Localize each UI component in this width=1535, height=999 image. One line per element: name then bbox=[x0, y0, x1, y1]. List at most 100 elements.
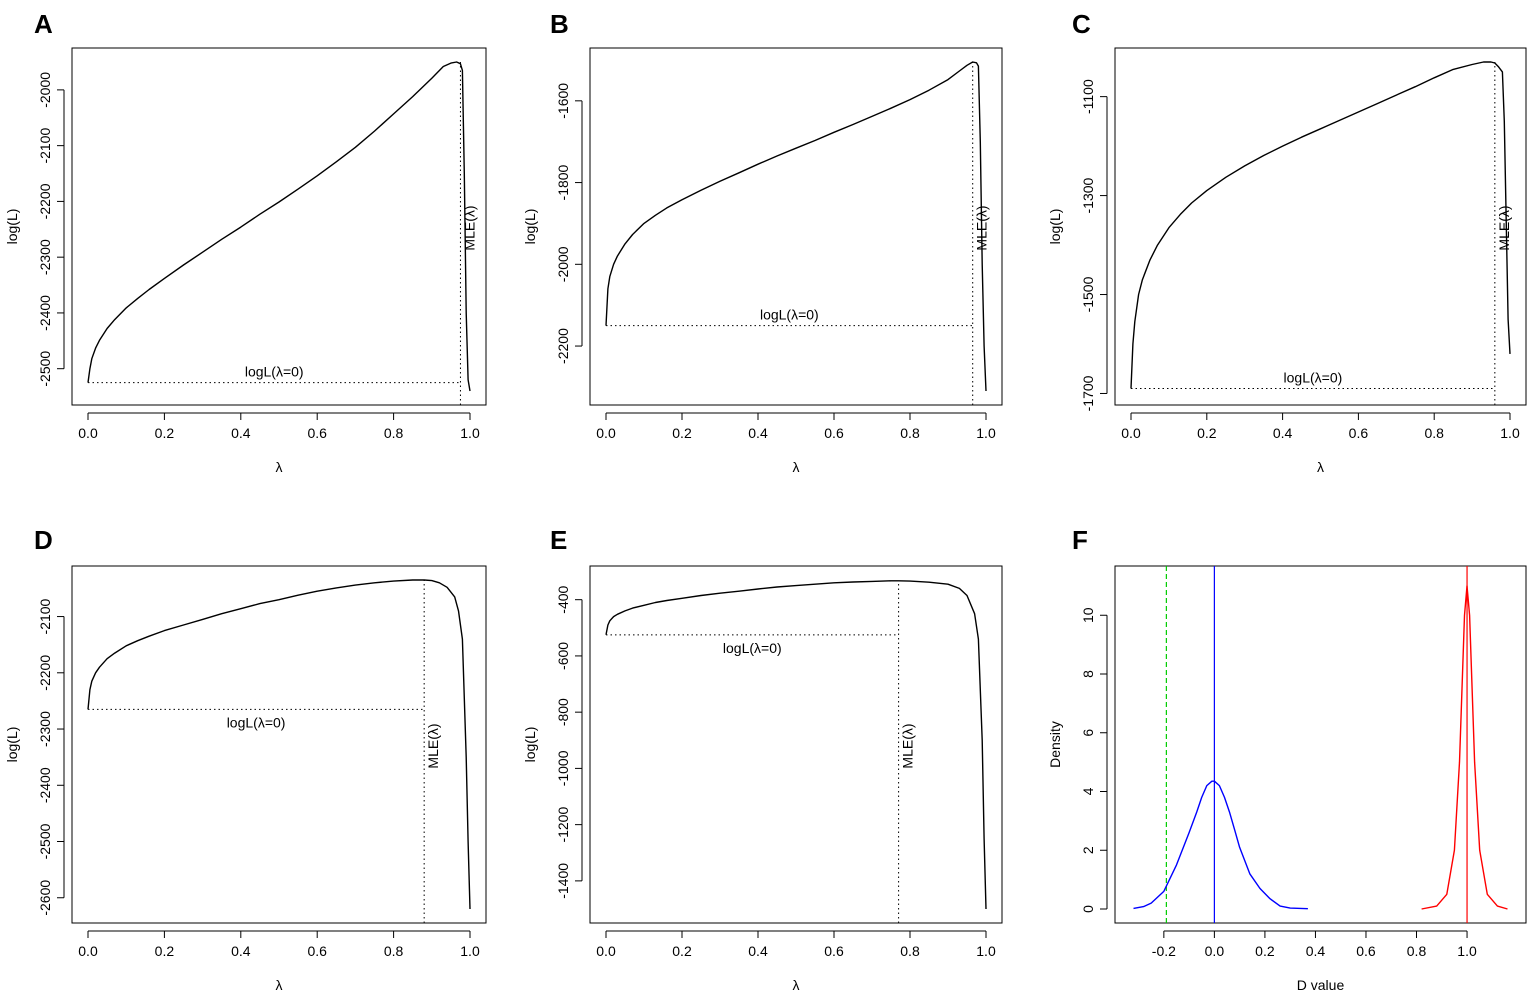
x-tick-label: 0.0 bbox=[78, 943, 98, 959]
y-tick-label: -1700 bbox=[1080, 375, 1096, 411]
y-tick-label: -400 bbox=[555, 585, 571, 613]
y-axis-label: log(L) bbox=[4, 727, 20, 763]
x-tick-label: 0.8 bbox=[384, 943, 404, 959]
series-curve-logL bbox=[87, 61, 471, 392]
x-axis-label: λ bbox=[793, 977, 800, 993]
y-tick-label: 8 bbox=[1080, 670, 1096, 678]
x-axis: 0.0 0.2 0.4 0.6 0.8 1.0 bbox=[596, 412, 996, 441]
y-tick-label: -2000 bbox=[37, 72, 53, 108]
x-axis-label: D value bbox=[1297, 977, 1345, 993]
x-tick-label: 0.2 bbox=[672, 943, 692, 959]
x-tick-label: 0.8 bbox=[384, 425, 404, 441]
x-tick-label: 0.4 bbox=[748, 425, 768, 441]
y-axis: -2500 -2400 -2300 -2200 -2100 -2000 bbox=[37, 72, 65, 387]
x-axis: -0.2 0.0 0.2 0.4 0.6 0.8 1.0 bbox=[1152, 930, 1477, 959]
y-tick-label: 6 bbox=[1080, 729, 1096, 737]
plot-frame bbox=[71, 47, 487, 406]
x-tick-label: 0.6 bbox=[824, 425, 844, 441]
y-tick-label: -1600 bbox=[555, 83, 571, 119]
x-tick-label: 0.0 bbox=[596, 943, 616, 959]
y-axis-label: log(L) bbox=[522, 727, 538, 763]
x-axis: 0.0 0.2 0.4 0.6 0.8 1.0 bbox=[78, 930, 480, 959]
mle-label: MLE(λ) bbox=[1496, 205, 1512, 250]
series-curve-logL bbox=[605, 61, 987, 392]
y-tick-label: -2200 bbox=[37, 183, 53, 219]
x-tick-label: 0.6 bbox=[1349, 425, 1369, 441]
panel-letter: A bbox=[34, 9, 53, 39]
y-axis: -2200 -2000 -1800 -1600 bbox=[555, 83, 583, 364]
y-tick-label: -1300 bbox=[1080, 177, 1096, 213]
x-tick-label: 0.4 bbox=[1273, 425, 1293, 441]
x-tick-label: 0.4 bbox=[231, 943, 251, 959]
x-tick-label: 0.0 bbox=[1121, 425, 1141, 441]
y-tick-label: -2200 bbox=[555, 328, 571, 364]
x-axis: 0.0 0.2 0.4 0.6 0.8 1.0 bbox=[78, 412, 480, 441]
x-axis-label: λ bbox=[276, 459, 283, 475]
x-axis: 0.0 0.2 0.4 0.6 0.8 1.0 bbox=[596, 930, 996, 959]
panel-letter: E bbox=[550, 525, 567, 555]
y-tick-label: 10 bbox=[1080, 607, 1096, 623]
y-axis: -2600 -2500 -2400 -2300 -2200 -2100 bbox=[37, 598, 65, 916]
panel-b: B 0.0 0.2 0.4 0.6 0.8 1.0 -2200 -2000 -1800 -1600 λ… bbox=[522, 9, 1003, 475]
y-tick-label: -2200 bbox=[37, 655, 53, 691]
x-tick-label: 1.0 bbox=[976, 943, 996, 959]
x-tick-label: 1.0 bbox=[976, 425, 996, 441]
plot-frame bbox=[1114, 47, 1527, 406]
x-tick-label: 0.6 bbox=[1356, 943, 1376, 959]
x-tick-label: 0.2 bbox=[1255, 943, 1275, 959]
x-tick-label: 0.4 bbox=[1306, 943, 1326, 959]
x-tick-label: 0.8 bbox=[1424, 425, 1444, 441]
x-tick-label: 1.0 bbox=[1500, 425, 1520, 441]
y-tick-label: -600 bbox=[555, 642, 571, 670]
y-tick-label: -2400 bbox=[37, 767, 53, 803]
x-tick-label: 0.4 bbox=[231, 425, 251, 441]
y-axis: 0 2 4 6 8 10 bbox=[1080, 607, 1108, 913]
y-tick-label: -2100 bbox=[37, 598, 53, 634]
y-tick-label: -1100 bbox=[1080, 79, 1096, 114]
plot-frame bbox=[1114, 565, 1527, 924]
y-tick-label: -800 bbox=[555, 698, 571, 726]
x-tick-label: 0.4 bbox=[748, 943, 768, 959]
y-tick-label: -1200 bbox=[555, 807, 571, 843]
series-curve-logL bbox=[1130, 61, 1511, 389]
y-tick-label: -2300 bbox=[37, 239, 53, 275]
x-axis-label: λ bbox=[1317, 459, 1324, 475]
x-tick-label: 0.2 bbox=[155, 425, 175, 441]
baseline-label: logL(λ=0) bbox=[760, 307, 819, 323]
y-tick-label: -2600 bbox=[37, 880, 53, 916]
x-axis-label: λ bbox=[276, 977, 283, 993]
x-axis: 0.0 0.2 0.4 0.6 0.8 1.0 bbox=[1121, 412, 1520, 441]
x-tick-label: 0.2 bbox=[672, 425, 692, 441]
panel-a: A0.0 0.2 0.4 0.6 0.8 1.0-2500-2400-2300-2200-… bbox=[4, 9, 487, 475]
panel-f: F -0.2 0.0 0.2 0.4 0.6 0.8 1.0 0 2 4 6 8 10 D value Den… bbox=[1047, 525, 1527, 993]
plot-frame bbox=[589, 47, 1003, 406]
y-tick-label: -2500 bbox=[37, 351, 53, 387]
panel-letter: C bbox=[1072, 9, 1091, 39]
y-tick-label: 4 bbox=[1080, 787, 1096, 795]
y-tick-label: -1400 bbox=[555, 863, 571, 899]
y-axis-label: Density bbox=[1047, 721, 1063, 768]
x-tick-label: 0.2 bbox=[155, 943, 175, 959]
x-tick-label: 0.8 bbox=[1407, 943, 1427, 959]
series-curve-red-density bbox=[1421, 585, 1508, 910]
mle-label: MLE(λ) bbox=[425, 723, 441, 768]
mle-label: MLE(λ) bbox=[900, 723, 916, 768]
baseline-label: logL(λ=0) bbox=[245, 364, 304, 380]
series-curve-logL bbox=[87, 579, 471, 910]
x-tick-label: 1.0 bbox=[460, 943, 480, 959]
y-tick-label: -2000 bbox=[555, 246, 571, 282]
y-tick-label: -1800 bbox=[555, 164, 571, 200]
y-tick-label: -1500 bbox=[1080, 276, 1096, 312]
plot-frame bbox=[71, 565, 487, 924]
x-tick-label: 0.0 bbox=[78, 425, 98, 441]
y-tick-label: 2 bbox=[1080, 846, 1096, 854]
y-tick-label: 0 bbox=[1080, 905, 1096, 913]
panel-e: E 0.0 0.2 0.4 0.6 0.8 1.0 -1400 -1200 -1000 -800 -6… bbox=[522, 525, 1003, 993]
panel-c: C 0.0 0.2 0.4 0.6 0.8 1.0 -1700 -1500 -1300 -1100 λ… bbox=[1047, 9, 1527, 475]
panel-letter: F bbox=[1072, 525, 1088, 555]
x-tick-label: 0.6 bbox=[307, 943, 327, 959]
x-tick-label: -0.2 bbox=[1152, 943, 1176, 959]
y-axis-label: log(L) bbox=[522, 209, 538, 245]
x-tick-label: 0.8 bbox=[900, 425, 920, 441]
